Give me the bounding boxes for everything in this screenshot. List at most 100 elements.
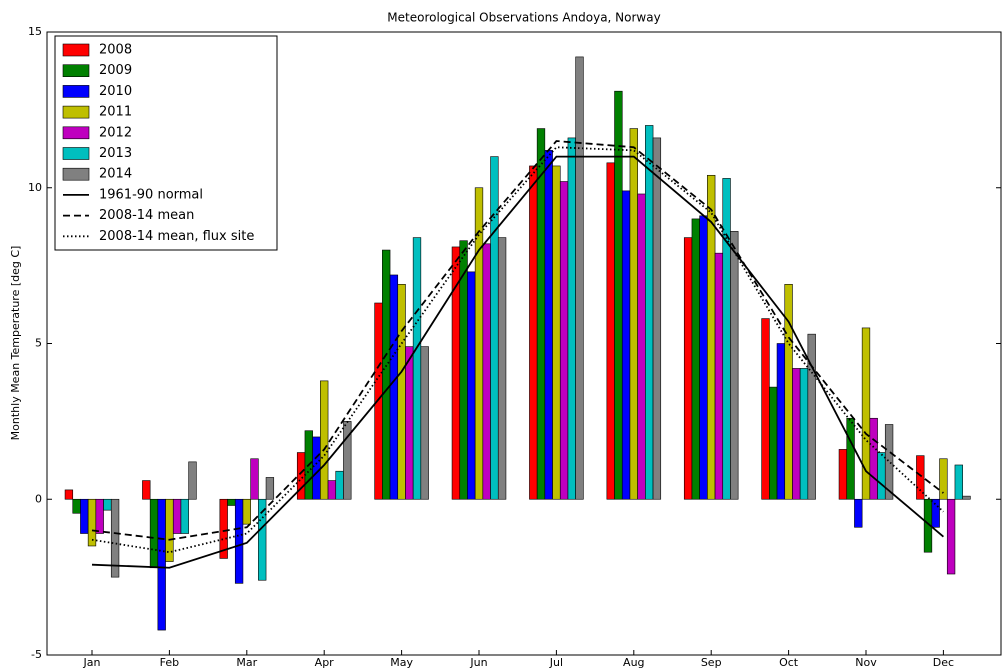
x-tick-label: Nov: [855, 656, 877, 669]
bar: [567, 137, 576, 500]
y-axis-label: Monthly Mean Temperature [deg C]: [9, 246, 22, 441]
bar: [714, 252, 724, 500]
bar: [614, 90, 623, 500]
bar: [87, 498, 97, 547]
y-tick-label: 10: [28, 181, 42, 194]
bar: [335, 470, 344, 500]
line: [91, 140, 944, 541]
bar: [490, 156, 499, 500]
bar: [652, 137, 662, 500]
bar: [707, 174, 716, 500]
bar: [621, 190, 631, 500]
legend-swatch: [62, 43, 90, 57]
bar: [645, 125, 654, 500]
bar: [683, 237, 693, 500]
y-tick-label: 15: [28, 25, 42, 38]
bar: [405, 346, 414, 500]
bar: [776, 343, 786, 500]
bar: [172, 498, 182, 534]
bar: [536, 128, 546, 500]
y-tick-label: 5: [35, 337, 42, 350]
bar: [467, 271, 476, 500]
x-tick-label: Feb: [160, 656, 179, 669]
chart-title: Meteorological Observations Andoya, Norw…: [387, 11, 660, 25]
legend: 2008 2009 2010 2011 2012 2013 2014 1961-90 norm…: [54, 35, 278, 251]
bar: [227, 498, 236, 506]
line: [91, 155, 944, 569]
bar: [559, 181, 569, 500]
bar: [110, 498, 120, 578]
y-tick-label: -5: [31, 648, 42, 661]
bar: [327, 480, 337, 500]
bar: [234, 498, 244, 584]
legend-label: 2010: [99, 84, 132, 99]
legend-label: 2012: [99, 125, 132, 140]
bar: [722, 178, 731, 500]
legend-swatch: [62, 167, 90, 181]
x-tick-label: Apr: [315, 656, 335, 669]
legend-swatch: [62, 64, 90, 77]
bar: [420, 346, 429, 500]
bar: [497, 237, 507, 500]
legend-label: 1961-90 normal: [99, 187, 203, 202]
bar: [854, 498, 863, 528]
bar: [374, 302, 383, 500]
bar: [884, 424, 894, 500]
bar: [575, 56, 584, 500]
bar: [869, 417, 878, 500]
x-tick-label: Jan: [83, 656, 101, 669]
bar: [962, 495, 971, 500]
bar: [784, 284, 793, 500]
bar: [320, 380, 329, 500]
x-tick-label: Jul: [549, 656, 563, 669]
legend-label: 2008-14 mean: [99, 208, 194, 223]
legend-box: [54, 35, 278, 251]
legend-label: 2008: [99, 43, 132, 58]
bar: [769, 386, 778, 500]
bar: [730, 231, 739, 500]
x-tick-label: Aug: [623, 656, 644, 669]
bar: [265, 477, 275, 500]
legend-label: 2014: [99, 167, 132, 182]
bar: [629, 128, 638, 500]
bar: [296, 452, 306, 500]
bar: [312, 436, 321, 500]
bar: [946, 498, 956, 575]
bar: [954, 464, 963, 500]
legend-swatch: [62, 85, 90, 98]
bar: [861, 327, 871, 500]
bar: [552, 165, 561, 500]
line: [91, 146, 945, 554]
bar: [219, 498, 228, 559]
bar: [637, 193, 646, 500]
bar: [846, 417, 855, 500]
bar: [258, 498, 267, 581]
bar: [799, 368, 809, 500]
bar: [149, 498, 159, 569]
bar: [142, 480, 151, 500]
x-tick-label: Jun: [469, 656, 487, 669]
bar: [80, 498, 89, 534]
legend-label: 2009: [99, 63, 132, 78]
bar: [544, 150, 553, 500]
x-tick-label: Oct: [779, 656, 799, 669]
legend-swatch: [62, 126, 90, 140]
bar: [64, 489, 74, 500]
bar: [412, 237, 422, 500]
bar: [482, 243, 491, 500]
legend-swatch: [62, 105, 90, 119]
bar: [606, 162, 615, 500]
x-tick-label: Sep: [701, 656, 722, 669]
bar: [691, 218, 700, 500]
bar: [72, 498, 81, 514]
x-tick-label: Dec: [933, 656, 954, 669]
bar: [939, 458, 948, 500]
x-tick-label: May: [390, 656, 413, 669]
bar: [931, 498, 940, 528]
legend-swatch: [62, 147, 90, 160]
bar: [103, 498, 112, 511]
y-tick-label: 0: [35, 492, 42, 505]
bar: [382, 249, 391, 500]
